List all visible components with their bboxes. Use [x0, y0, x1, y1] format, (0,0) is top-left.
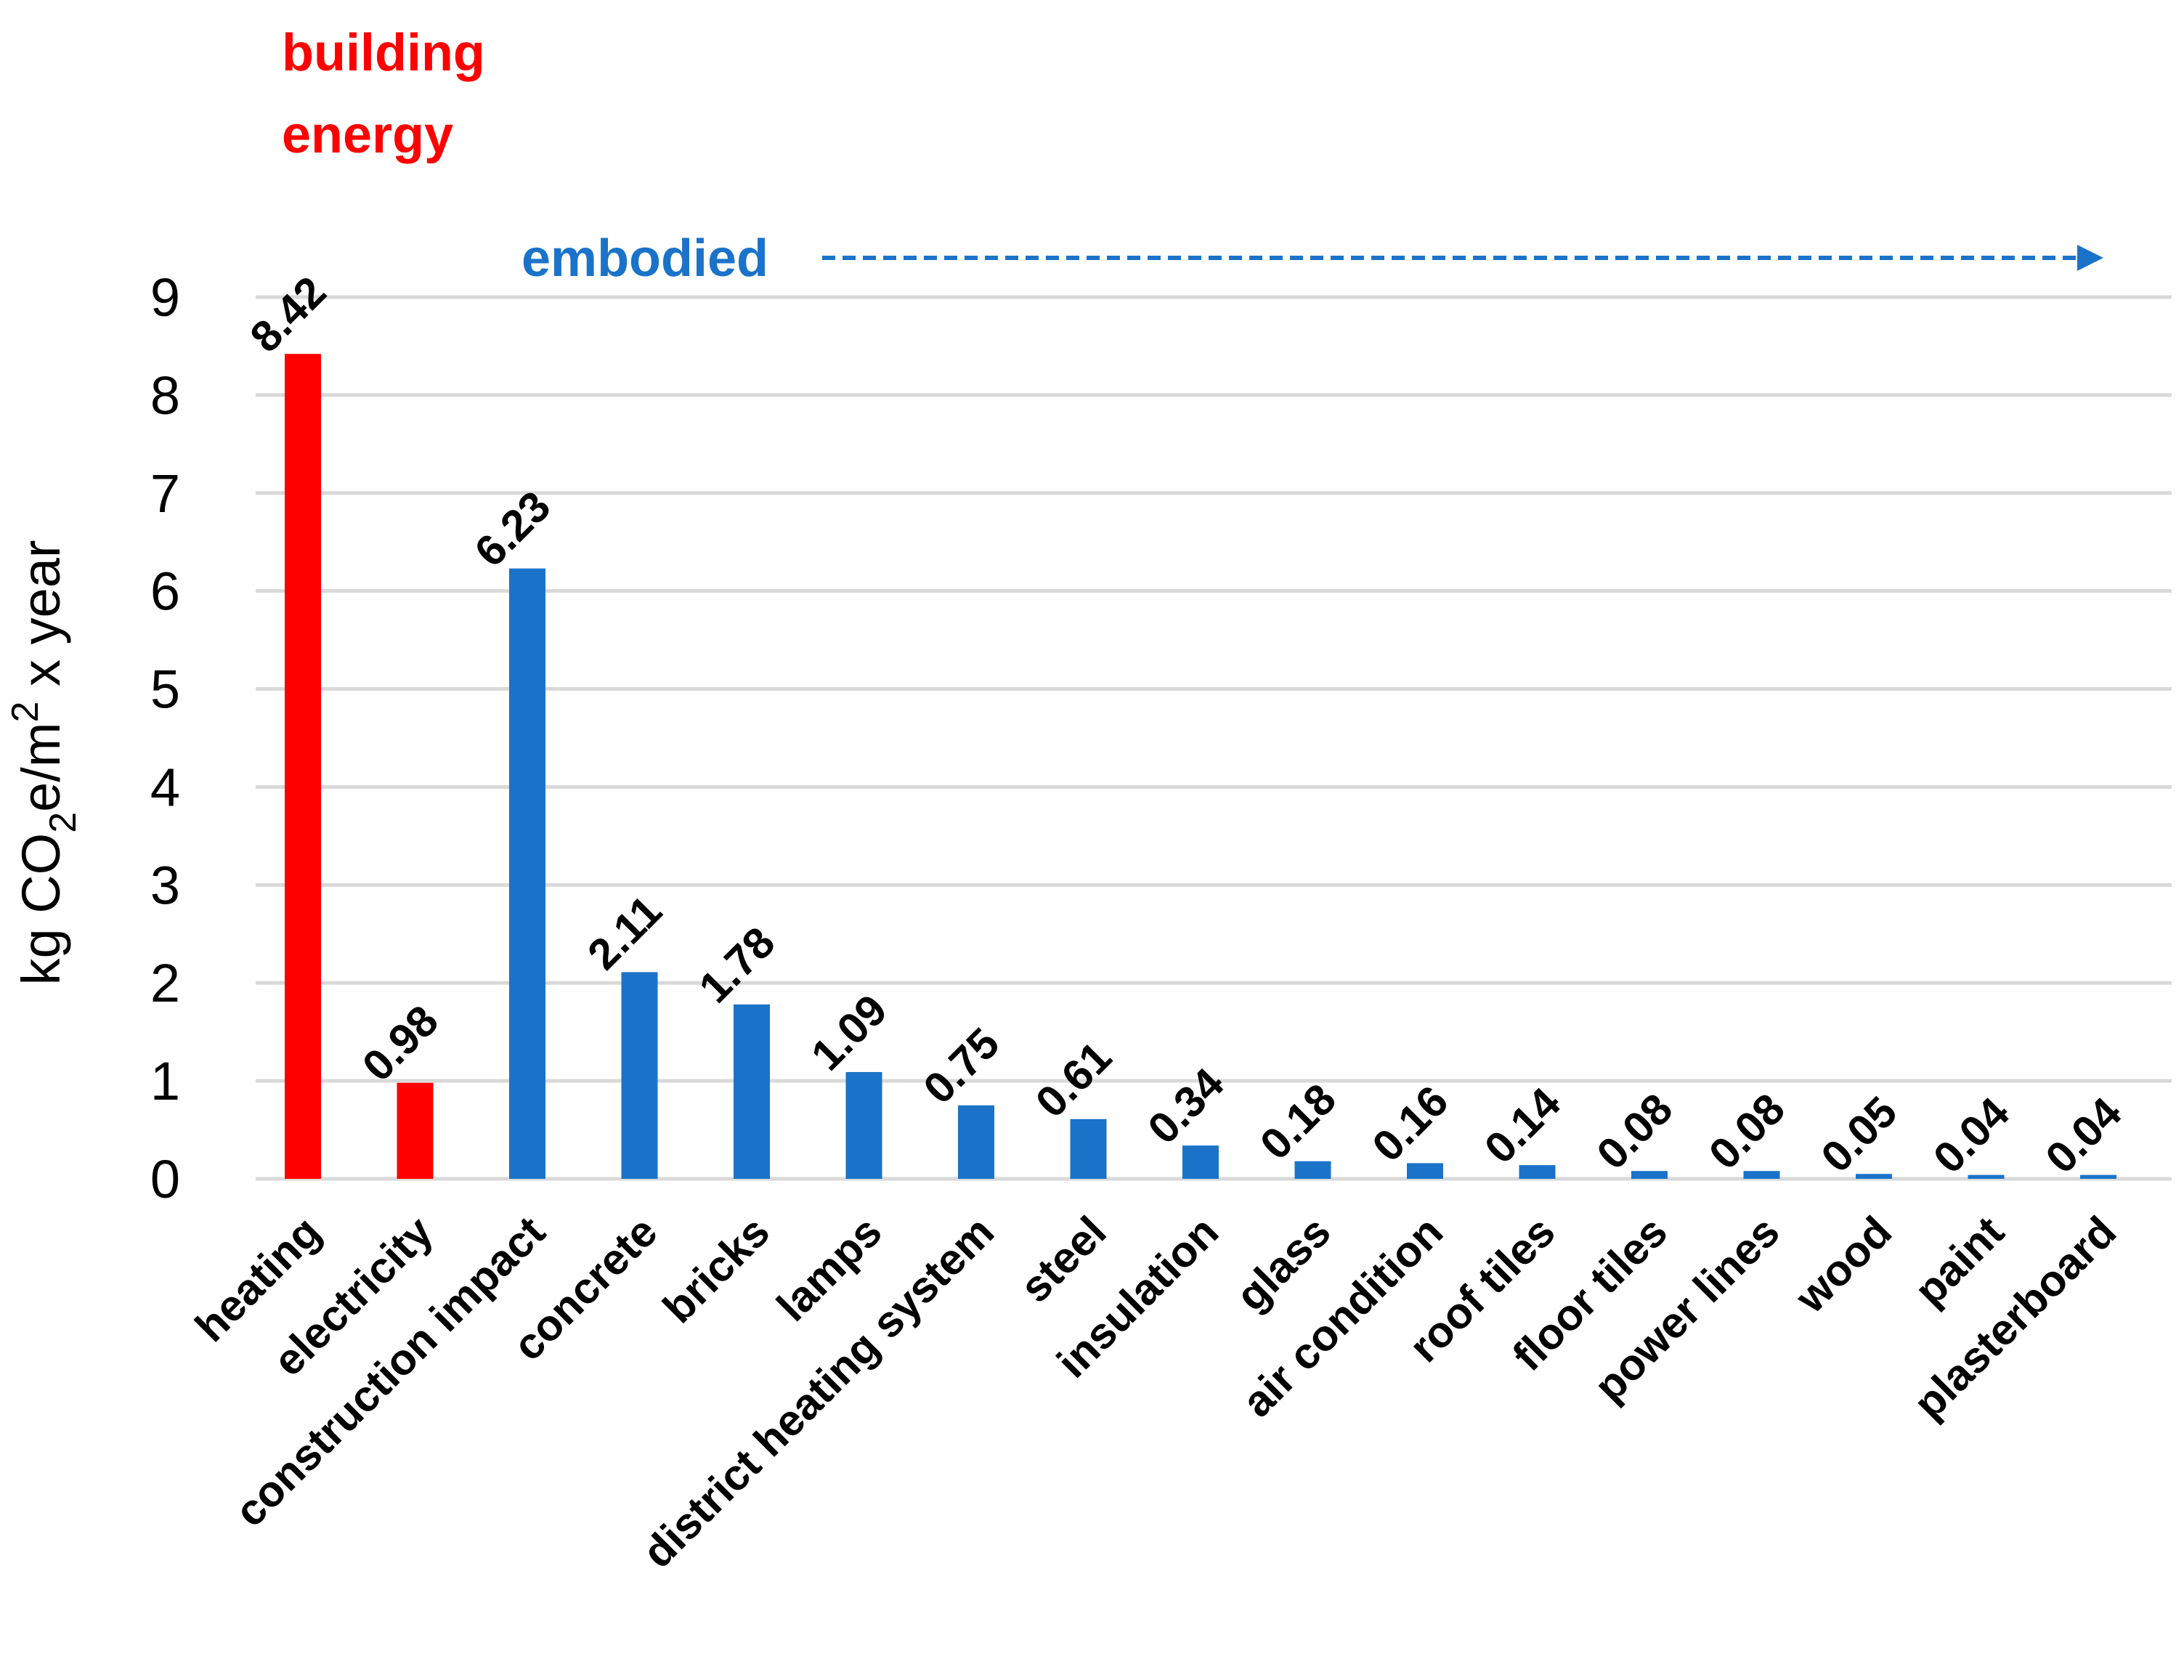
value-label-bricks: 1.78: [690, 917, 784, 1012]
bar-glass: [1294, 1161, 1331, 1179]
bar-insulation: [1182, 1145, 1219, 1179]
value-label-plasterboard: 0.04: [2037, 1088, 2131, 1182]
category-label-wood: wood: [1785, 1207, 1901, 1323]
category-label-air-condition: air condition: [1233, 1207, 1452, 1427]
bar-concrete: [621, 972, 658, 1179]
category-label-bricks: bricks: [654, 1207, 779, 1332]
value-label-steel: 0.61: [1026, 1032, 1121, 1127]
value-label-floor-tiles: 0.08: [1588, 1084, 1682, 1179]
value-label-air-condition: 0.16: [1363, 1076, 1458, 1171]
bar-district-heating-system: [958, 1105, 994, 1179]
value-label-electricity: 0.98: [353, 996, 447, 1090]
category-label-paint: paint: [1905, 1207, 2013, 1315]
bar-floor-tiles: [1631, 1171, 1668, 1179]
y-tick-label: 7: [150, 463, 180, 524]
bar-wood: [1856, 1174, 1892, 1179]
bar-roof-tiles: [1519, 1165, 1556, 1179]
gridlines: [256, 295, 2172, 1181]
value-label-lamps: 1.09: [802, 985, 896, 1079]
bars: [285, 354, 2116, 1179]
bar-electricity: [397, 1082, 434, 1179]
bar-power-lines: [1743, 1171, 1780, 1179]
category-label-plasterboard: plasterboard: [1904, 1207, 2125, 1428]
bar-heating: [285, 354, 321, 1179]
value-label-district-heating-system: 0.75: [914, 1018, 1009, 1113]
y-tick-label: 3: [150, 855, 180, 915]
bar-air-condition: [1407, 1163, 1443, 1179]
y-axis-ticks: 0 1 2 3 4 5 6 7 8 9: [150, 267, 180, 1209]
value-label-power-lines: 0.08: [1700, 1084, 1794, 1179]
y-tick-label: 4: [150, 757, 180, 817]
y-tick-label: 6: [150, 561, 180, 622]
bar-bricks: [734, 1004, 770, 1179]
y-tick-label: 5: [150, 660, 180, 720]
bar-plasterboard: [2080, 1174, 2116, 1179]
y-axis-label: kg CO2e/m2 x year: [4, 540, 84, 986]
bar-construction-impact: [509, 568, 545, 1179]
value-label-concrete: 2.11: [578, 886, 671, 979]
y-tick-label: 1: [150, 1051, 180, 1111]
bar-steel: [1070, 1119, 1107, 1179]
y-tick-label: 9: [150, 267, 180, 328]
value-label-glass: 0.18: [1251, 1074, 1345, 1169]
category-label-steel: steel: [1011, 1207, 1116, 1312]
group-label-building-energy: building energy: [282, 24, 500, 164]
bar-lamps: [845, 1071, 882, 1179]
y-tick-label: 8: [150, 365, 180, 426]
y-tick-label: 0: [150, 1149, 180, 1209]
value-label-construction-impact: 6.23: [466, 482, 560, 576]
value-label-insulation: 0.34: [1139, 1058, 1233, 1153]
value-label-wood: 0.05: [1812, 1087, 1907, 1182]
y-tick-label: 2: [150, 953, 180, 1013]
value-label-paint: 0.04: [1924, 1088, 2018, 1182]
bar-paint: [1968, 1174, 2005, 1179]
value-label-roof-tiles: 0.14: [1475, 1078, 1570, 1172]
value-label-heating: 8.42: [241, 267, 336, 362]
group-label-embodied: embodied: [521, 230, 768, 288]
